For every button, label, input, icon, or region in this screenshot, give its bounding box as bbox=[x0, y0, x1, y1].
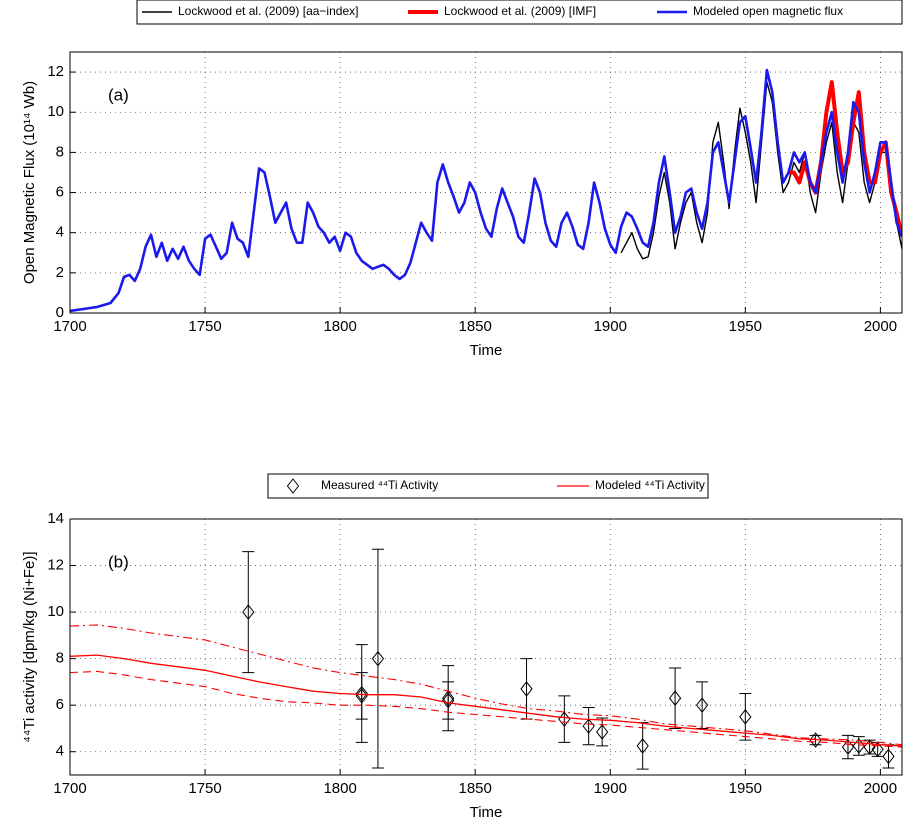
y-tick-label: 6 bbox=[56, 696, 64, 713]
marker bbox=[371, 650, 385, 667]
legend-label: Measured ⁴⁴Ti Activity bbox=[321, 478, 438, 492]
y-axis-label: ⁴⁴Ti activity [dpm/kg (Ni+Fe)] bbox=[21, 551, 38, 742]
x-tick-label: 1800 bbox=[323, 318, 356, 335]
y-tick-label: 10 bbox=[47, 603, 64, 620]
y-tick-label: 4 bbox=[56, 224, 64, 241]
marker bbox=[355, 688, 368, 704]
error-bar bbox=[371, 548, 384, 769]
y-tick-label: 8 bbox=[56, 143, 64, 160]
error-bar bbox=[596, 717, 609, 747]
y-tick-label: 4 bbox=[56, 743, 64, 760]
error-bar bbox=[355, 672, 368, 720]
legend-marker bbox=[286, 478, 300, 494]
error-bar bbox=[582, 707, 595, 746]
x-tick-label: 1750 bbox=[188, 318, 221, 335]
x-tick-label: 1700 bbox=[53, 318, 86, 335]
annotation: (a) bbox=[108, 85, 129, 104]
plot-area bbox=[70, 519, 902, 775]
x-tick-label: 1950 bbox=[729, 318, 762, 335]
model-lower bbox=[69, 670, 903, 748]
x-axis-label: Time bbox=[470, 342, 503, 359]
marker bbox=[520, 681, 533, 697]
y-tick-label: 8 bbox=[56, 650, 64, 667]
axes-box bbox=[69, 518, 903, 776]
y-tick-label: 10 bbox=[47, 103, 64, 120]
legend-box bbox=[267, 473, 709, 499]
marker bbox=[636, 738, 649, 754]
legend-label: Lockwood et al. (2009) [aa−index] bbox=[178, 4, 358, 18]
marker bbox=[739, 709, 752, 725]
error-bar bbox=[739, 693, 752, 741]
x-tick-label: 2000 bbox=[864, 318, 897, 335]
y-tick-label: 12 bbox=[47, 557, 64, 574]
error-bar bbox=[669, 667, 682, 729]
model-line bbox=[69, 654, 903, 747]
x-tick-label: 1900 bbox=[594, 780, 627, 797]
x-tick-label: 1850 bbox=[459, 318, 492, 335]
x-tick-label: 1750 bbox=[188, 780, 221, 797]
y-tick-label: 2 bbox=[56, 264, 64, 281]
x-tick-label: 1700 bbox=[53, 780, 86, 797]
annotation: (b) bbox=[108, 552, 129, 571]
y-axis-label: Open Magnetic Flux (10¹⁴ Wb) bbox=[21, 81, 38, 284]
x-tick-label: 2000 bbox=[864, 780, 897, 797]
marker bbox=[442, 690, 455, 707]
axes-box bbox=[69, 51, 903, 314]
plot-area bbox=[70, 52, 902, 313]
legend-label: Modeled open magnetic flux bbox=[693, 4, 843, 18]
model-upper bbox=[69, 624, 903, 746]
error-bar bbox=[442, 665, 455, 732]
x-tick-label: 1900 bbox=[594, 318, 627, 335]
marker bbox=[809, 732, 822, 748]
marker bbox=[695, 697, 709, 713]
x-tick-label: 1950 bbox=[729, 780, 762, 797]
y-tick-label: 0 bbox=[56, 304, 64, 321]
x-tick-label: 1850 bbox=[459, 780, 492, 797]
marker bbox=[882, 748, 895, 765]
series-line bbox=[70, 68, 902, 313]
y-tick-label: 6 bbox=[56, 184, 64, 201]
marker bbox=[668, 690, 682, 707]
x-tick-label: 1800 bbox=[323, 780, 356, 797]
x-axis-label: Time bbox=[470, 804, 503, 821]
legend-label: Modeled ⁴⁴Ti Activity bbox=[595, 478, 705, 492]
error-bar bbox=[558, 695, 571, 743]
marker bbox=[596, 724, 609, 740]
error-bar bbox=[242, 551, 255, 674]
y-tick-label: 14 bbox=[47, 510, 64, 527]
legend-box bbox=[136, 0, 903, 25]
marker bbox=[242, 604, 255, 620]
marker bbox=[871, 741, 884, 758]
legend-label: Lockwood et al. (2009) [IMF] bbox=[444, 4, 596, 18]
y-tick-label: 12 bbox=[47, 63, 64, 80]
